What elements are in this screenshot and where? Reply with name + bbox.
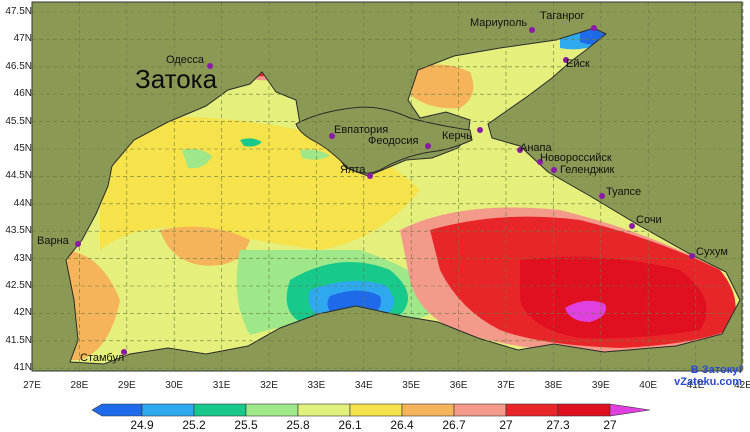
city-marker-icon	[629, 223, 635, 229]
latitude-label: 41N	[13, 362, 32, 374]
latitude-label: 45.5N	[5, 115, 32, 127]
city-label: Новороссийск	[540, 152, 612, 164]
legend-color-bar	[91, 403, 651, 417]
coastline	[65, 27, 741, 365]
crimea-peninsula	[295, 106, 473, 174]
city-marker-icon	[207, 63, 213, 69]
city-marker-icon	[689, 253, 695, 259]
latitude-label: 44N	[13, 197, 32, 209]
legend-swatch	[141, 403, 195, 417]
watermark-line-1: В Затоку!	[690, 364, 742, 376]
city-marker-icon	[367, 173, 373, 179]
city-label: Феодосия	[368, 135, 419, 147]
city-marker-icon	[425, 143, 431, 149]
city-label: Ейск	[566, 58, 590, 70]
legend-swatch	[349, 403, 403, 417]
legend-value: 26.7	[442, 418, 466, 432]
latitude-label: 46.5N	[5, 60, 32, 72]
city-label: Туапсе	[606, 186, 642, 198]
legend-value: 27.3	[546, 418, 570, 432]
longitude-label: 27E	[23, 380, 41, 391]
city-label: Мариуполь	[470, 17, 528, 29]
city-label: Евпатория	[334, 124, 389, 136]
longitude-label: 32E	[260, 380, 278, 391]
latitude-label: 47.5N	[5, 6, 32, 17]
legend-value: 25.5	[234, 418, 258, 432]
longitude-label: 30E	[165, 380, 184, 391]
legend-swatch	[505, 403, 559, 417]
city-marker-icon	[599, 193, 605, 199]
longitude-label: 38E	[544, 380, 563, 391]
city-marker-icon	[529, 27, 535, 33]
city-label: Сочи	[636, 214, 662, 226]
legend-swatch	[453, 403, 507, 417]
latitude-label: 42N	[13, 307, 32, 319]
city-label: Керчь	[442, 130, 472, 142]
city-label: Таганрог	[540, 10, 585, 22]
latitude-label: 43N	[13, 252, 32, 264]
longitude-label: 37E	[497, 380, 515, 391]
city-label: Геленджик	[560, 164, 615, 176]
city-marker-icon	[477, 127, 483, 133]
legend-value: 25.2	[182, 418, 206, 432]
city-marker-icon	[329, 133, 335, 139]
longitude-label: 35E	[402, 380, 421, 391]
city-label: Стамбул	[80, 352, 125, 364]
longitude-label: 36E	[449, 380, 468, 391]
longitude-label: 42E	[734, 380, 750, 391]
map-frame	[31, 1, 743, 372]
city-label: Ялта	[340, 164, 366, 176]
longitude-label: 28E	[70, 380, 89, 391]
city-label: Варна	[37, 235, 69, 247]
city-marker-icon	[75, 241, 81, 247]
legend-swatch	[609, 403, 651, 417]
legend-value: 27	[603, 418, 617, 432]
legend-value: 26.1	[338, 418, 362, 432]
latitude-label: 45N	[13, 143, 32, 154]
legend-swatch	[401, 403, 455, 417]
legend-swatch	[193, 403, 247, 417]
longitude-label: 34E	[354, 380, 373, 391]
overlay-title: Затока	[135, 64, 218, 94]
longitude-label: 39E	[591, 380, 610, 391]
city-label: Одесса	[166, 54, 204, 66]
longitude-label: 40E	[639, 380, 658, 391]
longitude-label: 29E	[117, 380, 136, 391]
city-marker-icon	[537, 159, 543, 165]
city-label: Анапа	[520, 142, 552, 154]
longitude-label: 33E	[307, 380, 326, 391]
graticule	[31, 2, 744, 371]
latitude-label: 46N	[13, 88, 32, 100]
legend-swatch	[297, 403, 351, 417]
legend-swatch	[91, 403, 143, 417]
latitude-label: 43.5N	[5, 225, 32, 237]
legend-value: 25.8	[286, 418, 310, 432]
longitude-label: 41E	[686, 380, 705, 391]
legend-swatch	[557, 403, 611, 417]
city-marker-icon	[517, 147, 523, 153]
latitude-label: 47N	[13, 33, 32, 45]
city-marker-icon	[121, 349, 127, 355]
latitude-label: 42.5N	[5, 280, 32, 291]
city-marker-icon	[591, 25, 597, 31]
city-label: Сухум	[696, 246, 728, 258]
city-marker-icon	[563, 57, 569, 63]
watermark-line-2: vZatoku.com	[674, 376, 742, 388]
longitude-label: 31E	[212, 380, 231, 391]
latitude-label: 41.5N	[5, 334, 32, 346]
city-marker-icon	[551, 167, 557, 173]
legend-value: 26.4	[390, 418, 414, 432]
legend-swatch	[245, 403, 299, 417]
legend-value: 24.9	[130, 418, 154, 432]
legend-value: 27	[499, 418, 513, 432]
latitude-label: 44.5N	[5, 170, 32, 182]
